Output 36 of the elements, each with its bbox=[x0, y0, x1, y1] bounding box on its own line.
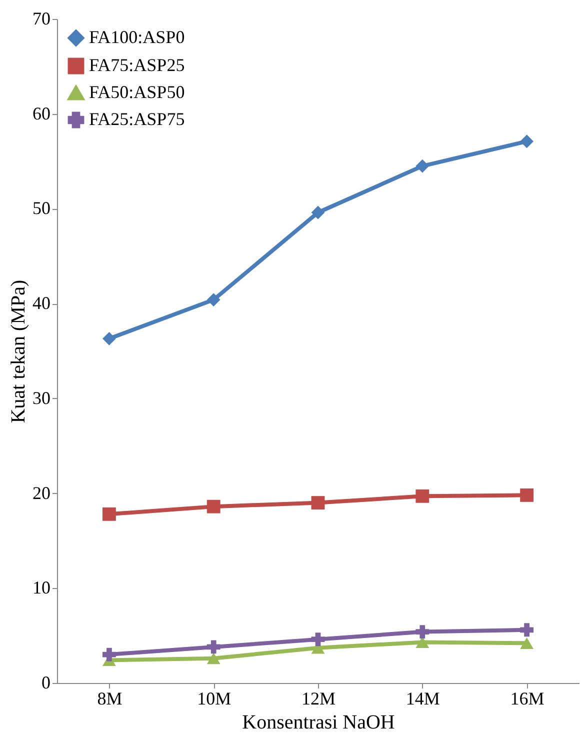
legend-label: FA100:ASP0 bbox=[89, 27, 185, 47]
x-axis-title: Konsentrasi NaOH bbox=[242, 712, 395, 734]
point bbox=[102, 648, 116, 662]
point bbox=[416, 159, 430, 173]
y-tick-label: 10 bbox=[32, 578, 50, 598]
point bbox=[416, 489, 430, 503]
point bbox=[102, 332, 116, 346]
point bbox=[520, 488, 534, 502]
point bbox=[206, 500, 220, 514]
point bbox=[206, 652, 220, 664]
y-tick-label: 20 bbox=[32, 482, 50, 503]
x-tick-label: 10M bbox=[197, 688, 232, 708]
legend-label: FA25:ASP75 bbox=[89, 109, 185, 129]
x-tick-label: 14M bbox=[406, 688, 440, 708]
point bbox=[520, 623, 534, 637]
point bbox=[311, 496, 325, 510]
y-axis-title: Kuat tekan (MPa) bbox=[8, 280, 30, 424]
legend-label: FA50:ASP50 bbox=[89, 82, 185, 102]
point bbox=[520, 134, 534, 148]
point bbox=[102, 507, 116, 521]
x-tick-label: 8M bbox=[97, 688, 122, 708]
y-tick-label: 70 bbox=[32, 8, 50, 28]
y-tick-label: 0 bbox=[42, 672, 50, 692]
point bbox=[206, 640, 220, 654]
x-tick-label: 16M bbox=[510, 688, 544, 708]
y-tick-label: 60 bbox=[32, 103, 50, 124]
point bbox=[206, 293, 220, 306]
point bbox=[416, 625, 430, 638]
point bbox=[311, 206, 325, 220]
x-tick-label: 12M bbox=[301, 688, 336, 708]
point bbox=[311, 632, 325, 646]
y-tick-label: 40 bbox=[32, 293, 50, 314]
legend-label: FA75:ASP25 bbox=[89, 55, 185, 75]
y-tick-label: 50 bbox=[32, 198, 50, 218]
point bbox=[520, 637, 534, 649]
y-tick-label: 30 bbox=[32, 388, 50, 408]
